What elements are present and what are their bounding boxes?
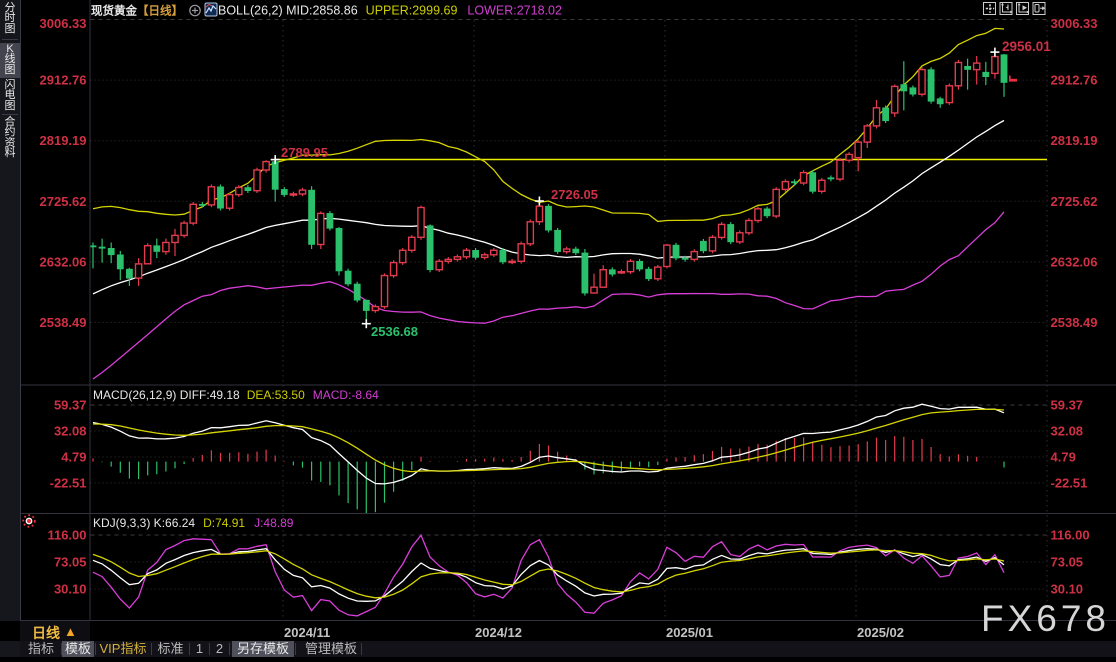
svg-text:现货黄金【日线】: 现货黄金【日线】 — [91, 4, 183, 18]
svg-text:32.08: 32.08 — [54, 424, 87, 439]
svg-text:2819.19: 2819.19 — [40, 133, 87, 148]
svg-text:2819.19: 2819.19 — [1051, 133, 1098, 148]
svg-text:59.37: 59.37 — [1051, 398, 1084, 413]
svg-text:3006.33: 3006.33 — [40, 16, 87, 31]
svg-text:2632.06: 2632.06 — [40, 254, 87, 269]
svg-text:2789.95: 2789.95 — [281, 145, 328, 160]
svg-text:32.08: 32.08 — [1051, 424, 1084, 439]
svg-text:30.10: 30.10 — [54, 582, 87, 597]
svg-text:73.05: 73.05 — [54, 555, 87, 570]
svg-text:116.00: 116.00 — [47, 528, 86, 543]
svg-text:2725.62: 2725.62 — [40, 194, 87, 209]
svg-text:2538.49: 2538.49 — [40, 315, 87, 330]
svg-text:2536.68: 2536.68 — [371, 324, 418, 339]
svg-text:2632.06: 2632.06 — [1051, 254, 1098, 269]
svg-text:73.05: 73.05 — [1051, 555, 1084, 570]
svg-text:3006.33: 3006.33 — [1051, 16, 1098, 31]
svg-text:2725.62: 2725.62 — [1051, 194, 1098, 209]
svg-text:2912.76: 2912.76 — [40, 73, 87, 88]
svg-text:2726.05: 2726.05 — [551, 187, 598, 202]
svg-text:-22.51: -22.51 — [1051, 476, 1088, 491]
svg-text:30.10: 30.10 — [1051, 582, 1084, 597]
svg-text:59.37: 59.37 — [54, 398, 87, 413]
svg-text:116.00: 116.00 — [1051, 528, 1090, 543]
svg-text:4.79: 4.79 — [61, 450, 86, 465]
svg-text:2956.01: 2956.01 — [1002, 39, 1051, 54]
svg-text:2912.76: 2912.76 — [1051, 73, 1098, 88]
svg-text:KDJ(9,3,3) K:66.24D:74.91J:48.: KDJ(9,3,3) K:66.24 D:74.91 J:48.89 — [93, 516, 294, 530]
svg-text:4.79: 4.79 — [1051, 450, 1076, 465]
svg-text:-22.51: -22.51 — [50, 476, 87, 491]
svg-text:2538.49: 2538.49 — [1051, 315, 1098, 330]
